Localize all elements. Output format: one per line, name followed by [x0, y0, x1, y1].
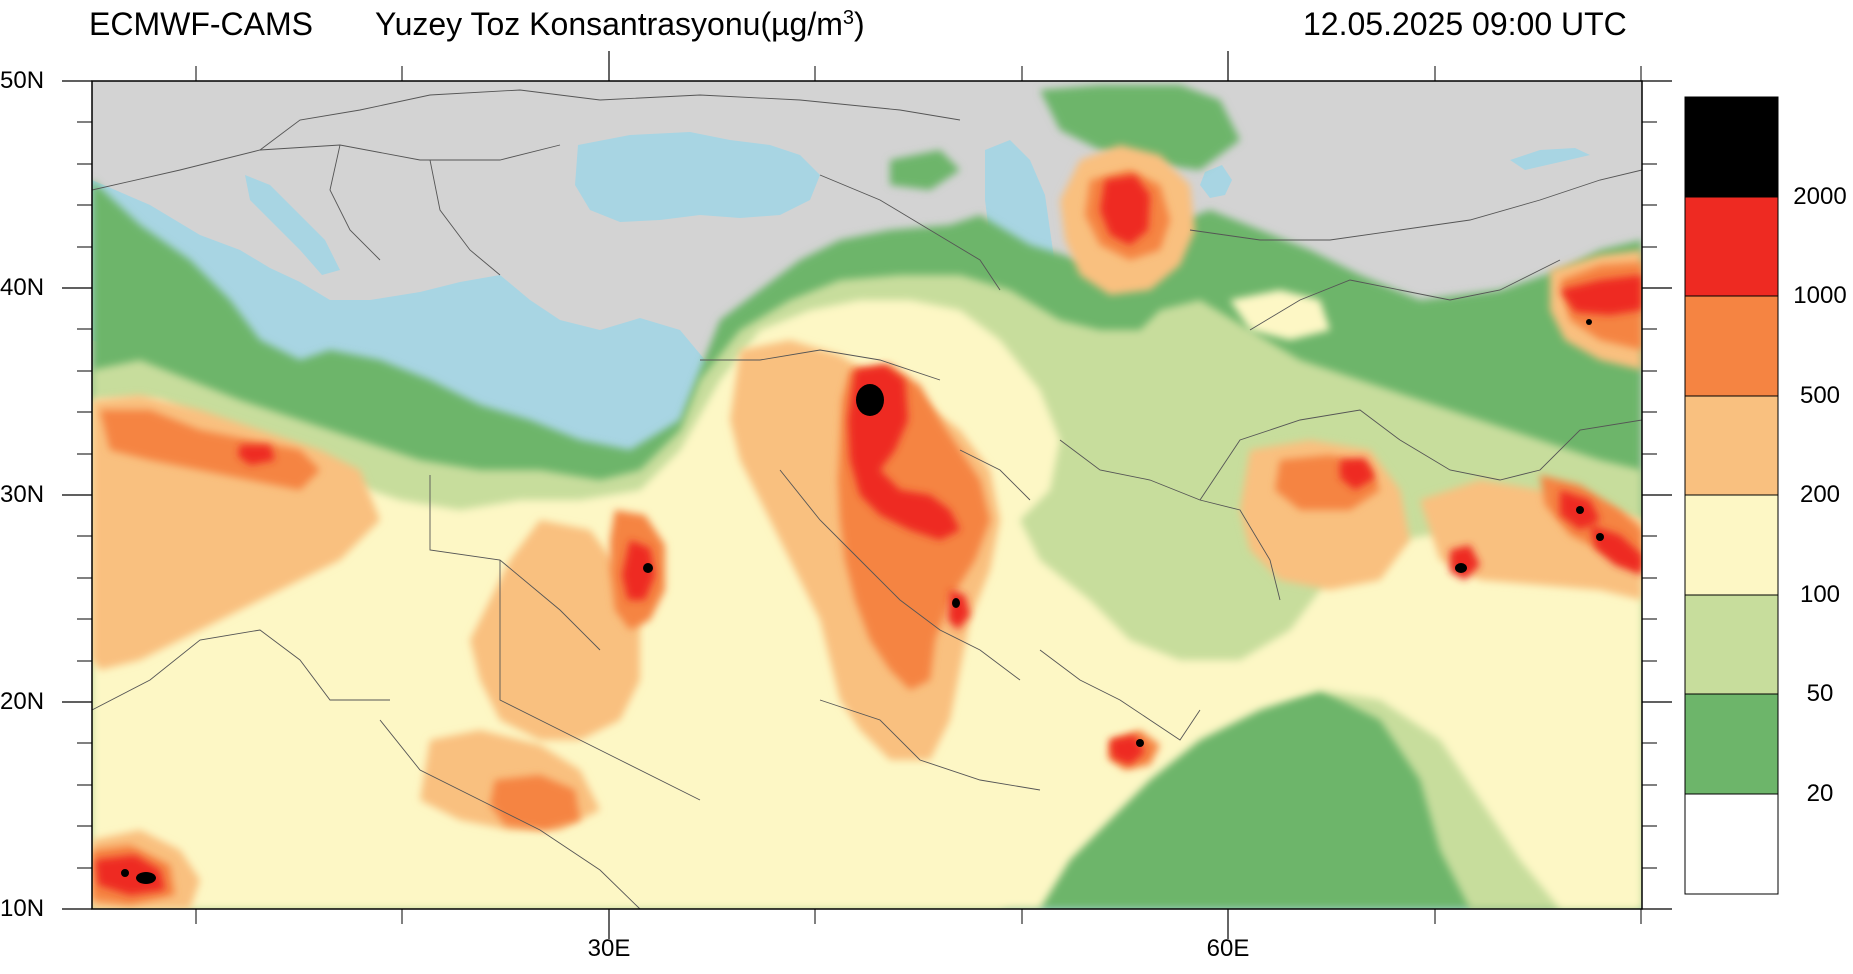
hotspot-sahel-west [121, 869, 129, 877]
adriatic-sea [245, 175, 340, 275]
lat-ticks [62, 80, 1672, 910]
lon-label-30e: 30E [587, 935, 631, 962]
lon-label-60e: 60E [1206, 935, 1250, 962]
map-title-close: ) [854, 6, 865, 42]
lat-label-20n: 20N [0, 688, 45, 715]
map-area [92, 81, 1642, 909]
hotspot-india [1455, 563, 1467, 573]
colorbar-label-2000: 2000 [1793, 183, 1847, 210]
lat-label-40n: 40N [0, 274, 45, 301]
dust-band-2000 [121, 319, 1604, 884]
map-title-text: Yuzey Toz Konsantrasyonu(µg/m [375, 6, 843, 42]
model-title: ECMWF-CAMS [89, 6, 313, 42]
colorbar [1684, 96, 1779, 895]
map-title: Yuzey Toz Konsantrasyonu(µg/m3) [375, 4, 865, 44]
hotspot-oman [1136, 739, 1144, 747]
colorbar-label-1000: 1000 [1793, 282, 1847, 309]
hotspot-north-india [1596, 533, 1604, 541]
hotspot-punjab [1576, 506, 1584, 514]
hotspot-taklamakan [1586, 319, 1592, 325]
hotspot-iraq [856, 384, 884, 416]
country-borders [92, 89, 1642, 909]
hotspot-saudi [952, 598, 960, 608]
colorbar-label-50: 50 [1806, 680, 1834, 707]
lat-label-30n: 30N [0, 481, 45, 508]
colorbar-label-20: 20 [1806, 780, 1834, 807]
black-sea [575, 132, 820, 222]
lon-ticks [608, 51, 1229, 939]
colorbar-box-2000plus [1684, 96, 1779, 198]
colorbar-label-100: 100 [1799, 581, 1841, 608]
valid-datetime: 12.05.2025 09:00 UTC [1303, 6, 1627, 42]
map-title-superscript: 3 [842, 7, 854, 29]
colorbar-label-200: 200 [1799, 481, 1841, 508]
colorbar-label-500: 500 [1799, 382, 1841, 409]
colorbar-box-200 [1684, 395, 1779, 496]
lat-label-50n: 50N [0, 67, 45, 94]
colorbar-box-50 [1684, 594, 1779, 695]
hotspot-sahel [136, 872, 156, 884]
aral-sea [1200, 165, 1232, 198]
lon-minor-ticks [195, 66, 1642, 924]
colorbar-box-1000 [1684, 196, 1779, 297]
hotspot-egypt [643, 563, 653, 573]
lat-minor-ticks [77, 121, 1657, 869]
colorbar-box-100 [1684, 494, 1779, 596]
balkhash-lake [1510, 148, 1590, 170]
colorbar-box-20 [1684, 693, 1779, 795]
colorbar-box-500 [1684, 295, 1779, 397]
colorbar-box-below-20 [1684, 793, 1779, 895]
lat-label-10n: 10N [0, 895, 45, 922]
